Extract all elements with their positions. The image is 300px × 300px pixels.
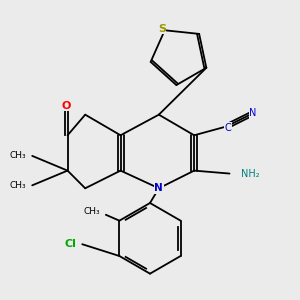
Text: O: O: [61, 101, 71, 111]
Text: S: S: [158, 24, 166, 34]
Text: N: N: [154, 183, 163, 193]
Text: C: C: [225, 123, 231, 133]
Text: CH₃: CH₃: [83, 207, 100, 216]
Text: Cl: Cl: [64, 239, 76, 249]
Text: NH₂: NH₂: [241, 169, 260, 178]
Text: CH₃: CH₃: [10, 181, 26, 190]
Text: N: N: [249, 108, 257, 118]
Text: CH₃: CH₃: [10, 152, 26, 160]
